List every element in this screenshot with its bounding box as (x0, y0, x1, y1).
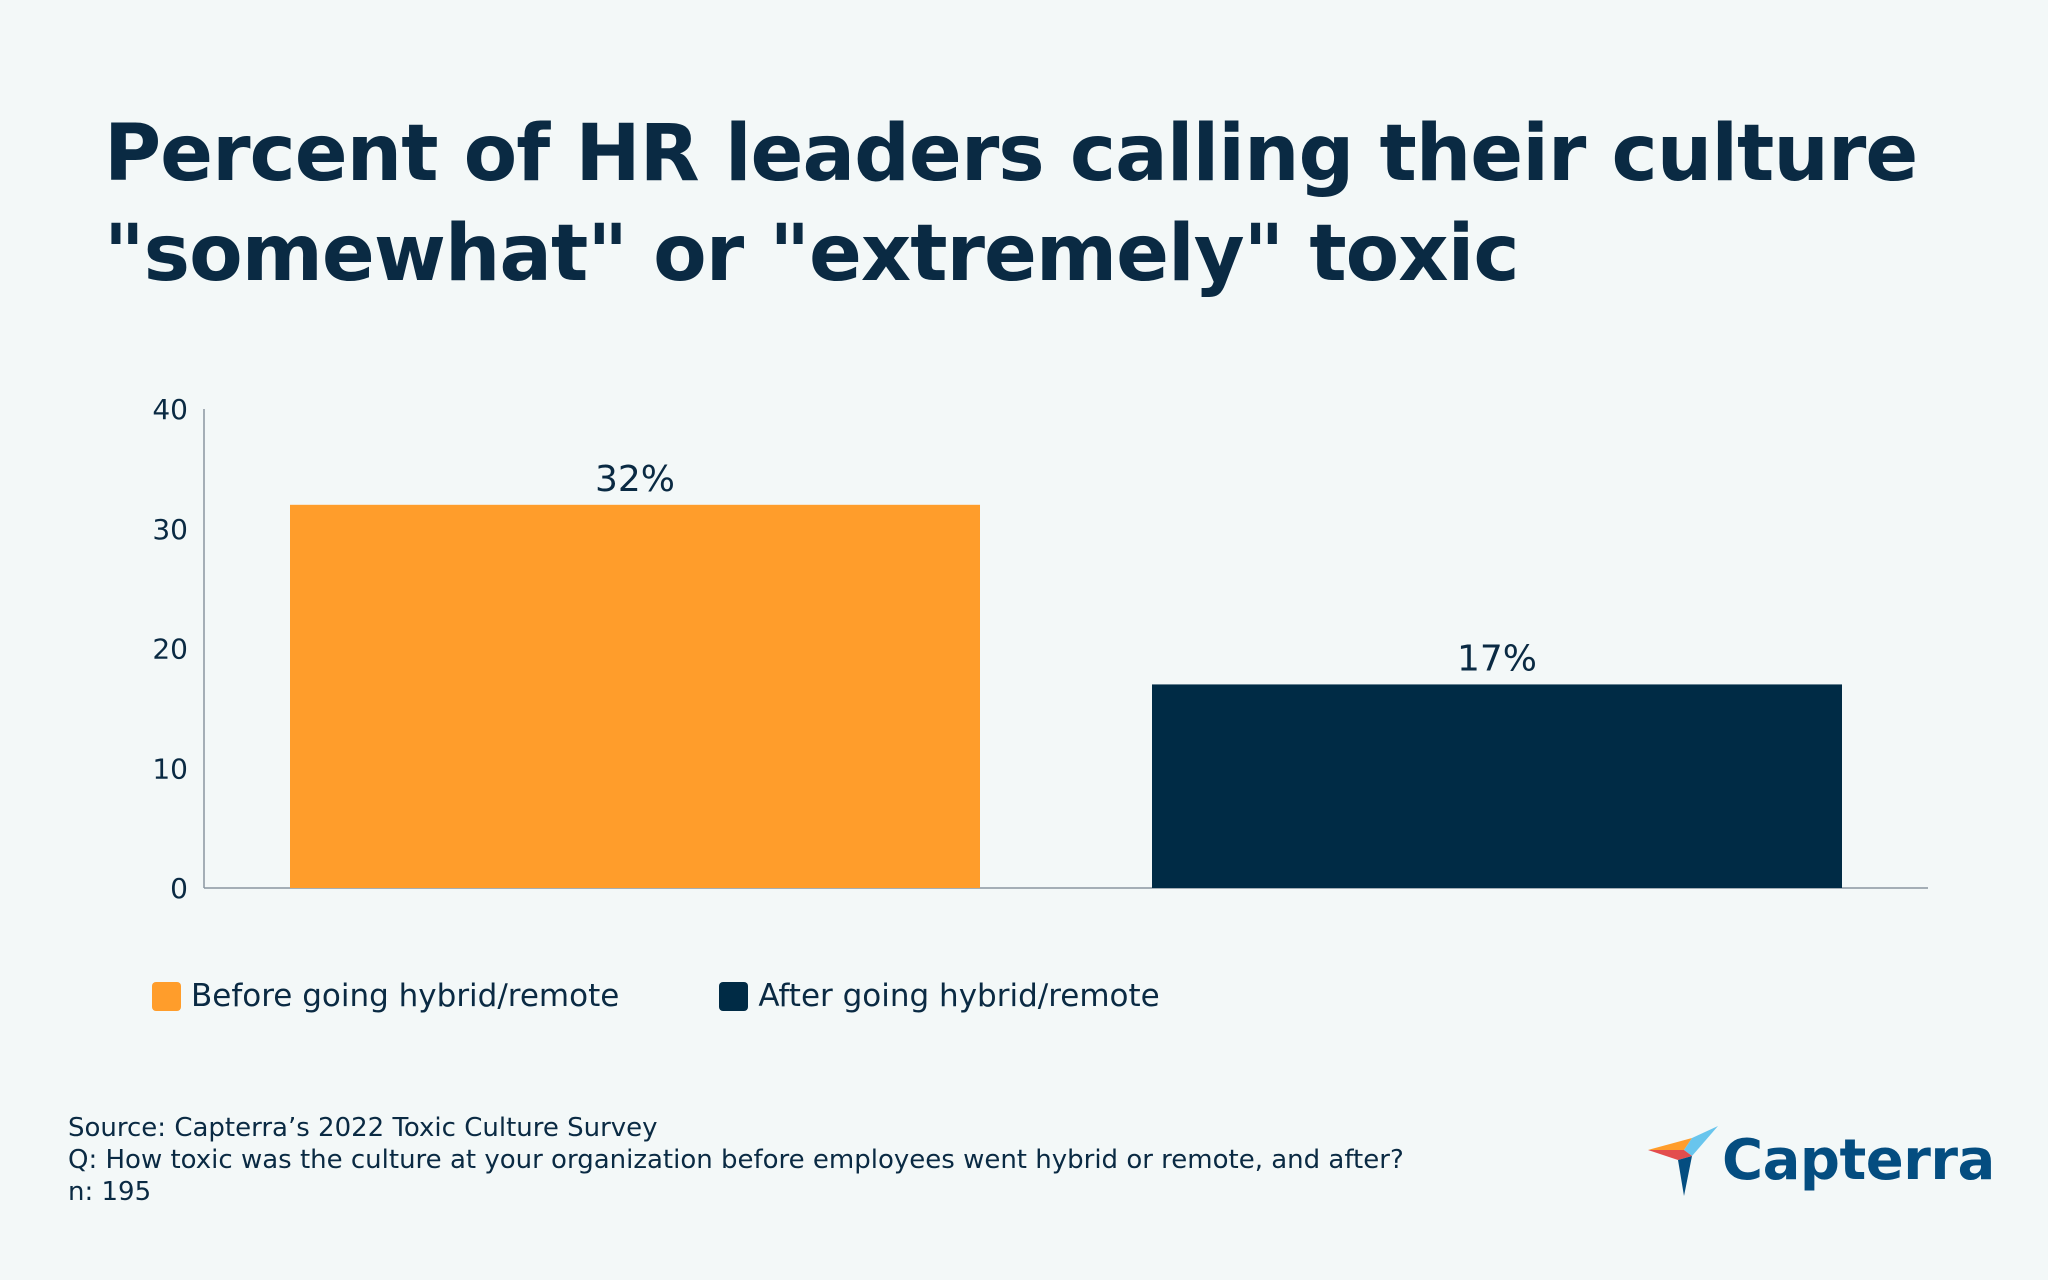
legend-item-after: After going hybrid/remote (719, 978, 1160, 1014)
capterra-arrow-icon (1648, 1126, 1718, 1196)
source-note: Source: Capterra’s 2022 Toxic Culture Su… (68, 1112, 1404, 1208)
legend-label-after: After going hybrid/remote (758, 978, 1160, 1014)
y-tick-label: 20 (152, 633, 188, 666)
bars (290, 504, 1842, 888)
bar-after (1152, 684, 1842, 888)
legend-label-before: Before going hybrid/remote (191, 978, 620, 1014)
legend-swatch-after (719, 981, 749, 1011)
bar-before (290, 504, 980, 888)
logo-wordmark: Capterra (1722, 1127, 1995, 1193)
legend: Before going hybrid/remote After going h… (152, 978, 1260, 1014)
y-tick-label: 0 (170, 872, 188, 905)
data-labels: 32% 17% (595, 459, 1537, 680)
sample-size-line: n: 195 (68, 1177, 152, 1207)
y-tick-label: 40 (152, 393, 188, 426)
data-label-before: 32% (595, 459, 675, 500)
y-tick-label: 30 (152, 513, 188, 546)
legend-item-before: Before going hybrid/remote (152, 978, 619, 1014)
legend-swatch-before (152, 981, 181, 1011)
chart-title: Percent of HR leaders calling their cult… (104, 109, 1918, 299)
data-label-after: 17% (1457, 638, 1537, 679)
question-line: Q: How toxic was the culture at your org… (68, 1145, 1404, 1175)
source-line: Source: Capterra’s 2022 Toxic Culture Su… (68, 1113, 658, 1143)
y-tick-label: 10 (152, 752, 188, 785)
capterra-logo: Capterra (1648, 1124, 1995, 1196)
